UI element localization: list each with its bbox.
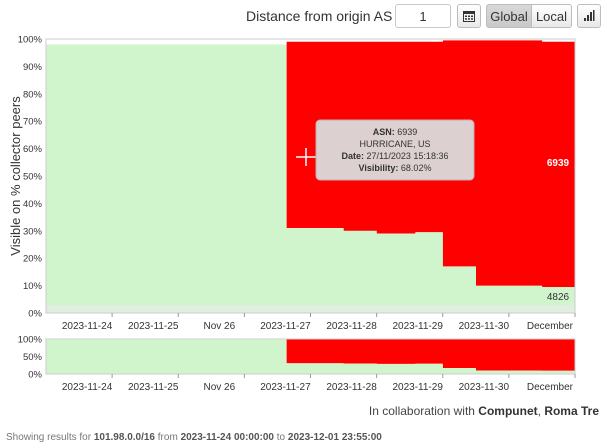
main-xtick-label: 2023-11-27 xyxy=(260,321,311,332)
toolbar: Distance from origin AS Global Local xyxy=(0,4,607,30)
main-ytick-label: 0% xyxy=(28,309,42,320)
navigator-xticks: 2023-11-24 2023-11-25 Nov 26 2023-11-27 2023… xyxy=(62,374,576,393)
main-ytick-label: 50% xyxy=(23,172,43,183)
tooltip-date: 27/11/2023 15:18:36 xyxy=(367,151,449,161)
main-ytick-label: 60% xyxy=(23,144,43,155)
nav-xtick-label: 2023-11-27 xyxy=(260,382,311,393)
footer-end: 2023-12-01 23:55:00 xyxy=(287,432,382,443)
footer-to: to xyxy=(276,432,286,443)
bar-chart-button[interactable] xyxy=(577,4,601,28)
bar-chart-icon xyxy=(584,10,595,21)
main-xtick-label: December xyxy=(527,321,574,332)
nav-baseline-band xyxy=(46,372,575,374)
nav-xtick-label: Nov 26 xyxy=(203,382,235,393)
main-ytick-label: 70% xyxy=(23,117,43,128)
main-series xyxy=(45,38,576,314)
footer-from: from xyxy=(157,432,178,443)
distance-label: Distance from origin AS xyxy=(246,8,393,24)
tooltip-asn-label: ASN: xyxy=(373,127,395,137)
nav-xtick-label: December xyxy=(527,382,574,393)
nav-xtick-label: 2023-11-30 xyxy=(459,382,510,393)
credit-separator: , xyxy=(537,404,541,418)
main-ytick-label: 20% xyxy=(23,254,43,265)
nav-xtick-label: 2023-11-25 xyxy=(128,382,179,393)
navigator-series xyxy=(45,338,576,375)
main-series-area-4826[interactable] xyxy=(46,44,575,313)
series-label-4826: 4826 xyxy=(547,292,570,303)
tooltip-asn: 6939 xyxy=(397,127,417,137)
navigator-yticks: 0% 50% 100% xyxy=(18,335,43,381)
main-xtick-label: 2023-11-25 xyxy=(128,321,179,332)
tooltip: ASN: 6939 HURRICANE, US Date: 27/11/2023… xyxy=(315,119,475,181)
nav-xtick-label: 2023-11-29 xyxy=(392,382,443,393)
nav-xtick-label: 2023-11-24 xyxy=(62,382,113,393)
footer-prefix: 101.98.0.0/16 xyxy=(93,432,155,443)
calendar-button[interactable] xyxy=(457,4,481,28)
nav-series-area-4826[interactable] xyxy=(46,339,575,374)
nav-series-area-6939[interactable] xyxy=(46,339,575,371)
footer-showing: Showing results for xyxy=(6,432,92,443)
main-xtick-label: 2023-11-28 xyxy=(326,321,377,332)
svg-text:Date: 27/11/2023 15:18:3: Date: 27/11/2023 15:18:36 xyxy=(342,151,449,161)
svg-text:ASN: 6939: ASN: 6939 xyxy=(373,127,418,137)
main-xtick-label: 2023-11-30 xyxy=(459,321,510,332)
global-button[interactable]: Global xyxy=(486,4,532,28)
main-baseline-band xyxy=(46,304,575,313)
main-ytick-label: 80% xyxy=(23,89,43,100)
tooltip-date-label: Date: xyxy=(342,151,365,161)
credit-line: In collaboration with Compunet, Roma Tre xyxy=(369,404,599,418)
local-button[interactable]: Local xyxy=(532,4,572,28)
tooltip-name: HURRICANE, US xyxy=(359,139,430,149)
calendar-icon xyxy=(463,11,475,22)
chart: 0% 10% 20% 30% 40% 50% 60% 70% 80% 90% 100% 2023-1… xyxy=(8,35,576,394)
nav-ytick-label: 100% xyxy=(18,335,43,346)
nav-ytick-label: 0% xyxy=(28,370,42,381)
main-xtick-label: 2023-11-24 xyxy=(62,321,113,332)
navigator[interactable]: 0%50%100% 2023-11-24 2023-11-25 Nov 26 2023… xyxy=(18,335,576,394)
results-footer: Showing results for 101.98.0.0/16 from 2… xyxy=(6,432,382,443)
nav-xtick-label: 2023-11-28 xyxy=(326,382,377,393)
main-yticks: 0% 10% 20% 30% 40% 50% 60% 70% 80% 90% 100% xyxy=(18,35,43,320)
main-xticks: 2023-11-24 2023-11-25 Nov 26 2023-11-27 2023… xyxy=(62,313,576,332)
distance-input[interactable] xyxy=(395,4,451,28)
main-ytick-label: 10% xyxy=(23,281,43,292)
series-label-6939: 6939 xyxy=(547,158,570,169)
main-xtick-label: Nov 26 xyxy=(203,321,235,332)
credit-org-compunet: Compunet xyxy=(478,404,538,418)
credit-prefix: In collaboration with xyxy=(368,404,475,418)
main-ytick-label: 40% xyxy=(23,199,43,210)
tooltip-visibility: 68.02% xyxy=(401,163,432,173)
y-axis-label: Visible on % collector peers xyxy=(8,96,23,256)
main-xtick-label: 2023-11-29 xyxy=(392,321,443,332)
footer-start: 2023-11-24 00:00:00 xyxy=(180,432,274,443)
main-ytick-label: 30% xyxy=(23,226,43,237)
nav-ytick-label: 50% xyxy=(23,352,43,363)
tooltip-visibility-label: Visibility: xyxy=(359,163,399,173)
main-ytick-label: 100% xyxy=(18,35,43,46)
crosshair xyxy=(296,148,316,166)
main-ytick-label: 90% xyxy=(23,62,43,73)
svg-text:Visibility: 68.02%: Visibility: 68.02% xyxy=(359,163,432,173)
main-series-area-6939[interactable] xyxy=(46,40,575,287)
credit-org-roma-tre: Roma Tre xyxy=(544,404,599,418)
